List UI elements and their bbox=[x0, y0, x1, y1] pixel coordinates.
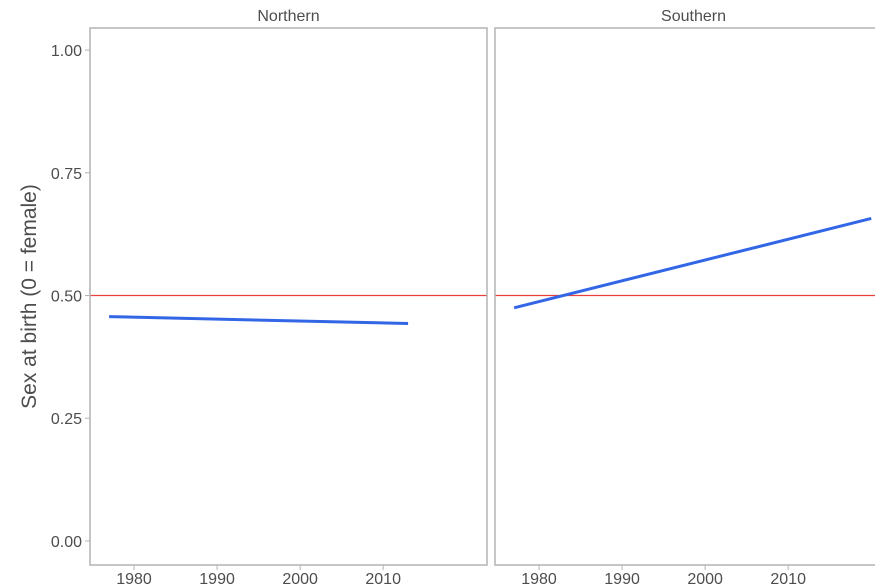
x-tick-label: 1990 bbox=[199, 571, 235, 584]
x-tick-label: 2010 bbox=[365, 571, 401, 584]
x-tick-label: 1980 bbox=[521, 571, 557, 584]
y-tick-label: 0.50 bbox=[51, 289, 82, 306]
panel-border bbox=[89, 27, 488, 566]
x-tick-label: 1980 bbox=[116, 571, 152, 584]
y-tick-label: 0.75 bbox=[51, 166, 82, 183]
panel-title: Northern bbox=[257, 8, 319, 25]
x-tick-label: 2010 bbox=[770, 571, 806, 584]
data-line bbox=[513, 216, 872, 310]
y-axis-label: Sex at birth (0 = female) bbox=[18, 184, 41, 409]
x-tick-label: 2000 bbox=[687, 571, 723, 584]
x-tick-label: 1990 bbox=[604, 571, 640, 584]
y-tick-label: 0.00 bbox=[51, 534, 82, 551]
x-tick-label: 2000 bbox=[282, 571, 318, 584]
panel-title: Southern bbox=[661, 8, 726, 25]
data-line bbox=[109, 315, 409, 325]
y-tick-label: 1.00 bbox=[51, 43, 82, 60]
y-tick-label: 0.25 bbox=[51, 411, 82, 428]
panel-border bbox=[494, 27, 875, 566]
